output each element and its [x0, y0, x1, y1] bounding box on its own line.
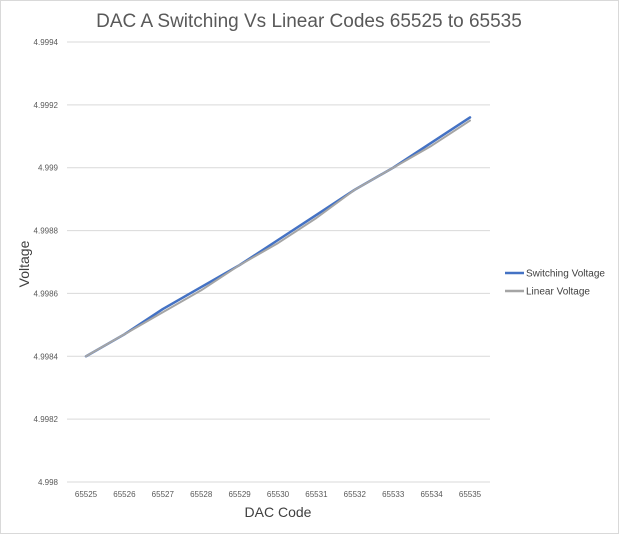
chart-title: DAC A Switching Vs Linear Codes 65525 to… [96, 11, 522, 32]
x-tick-label: 65535 [459, 490, 482, 499]
x-tick-label: 65532 [344, 490, 367, 499]
y-tick-label: 4.9988 [34, 227, 59, 236]
x-tick-label: 65529 [228, 490, 251, 499]
y-tick-label: 4.9994 [34, 38, 59, 47]
x-tick-label: 65531 [305, 490, 328, 499]
x-tick-label: 65534 [420, 490, 443, 499]
x-axis-ticks: 65525 65526 65527 65528 65529 65530 65531 65532… [75, 490, 482, 499]
y-tick-label: 4.9982 [34, 415, 59, 424]
y-tick-label: 4.9992 [34, 101, 59, 110]
x-tick-label: 65533 [382, 490, 405, 499]
y-tick-label: 4.998 [38, 478, 59, 487]
y-tick-label: 4.999 [38, 164, 59, 173]
y-tick-label: 4.9984 [34, 352, 59, 361]
series-line-linear-voltage [85, 119, 471, 358]
series-line-switching-voltage [84, 116, 472, 358]
x-tick-label: 65527 [152, 490, 175, 499]
x-tick-label: 65528 [190, 490, 213, 499]
y-tick-label: 4.9986 [34, 289, 59, 298]
legend: Switching Voltage Linear Voltage [505, 269, 605, 298]
legend-label-linear-voltage: Linear Voltage [526, 287, 590, 298]
y-axis-ticks: 4.998 4.9982 4.9984 4.9986 4.9988 4.999 4.9992… [34, 38, 59, 487]
x-tick-label: 65525 [75, 490, 98, 499]
y-axis-title: Voltage [16, 240, 32, 287]
series-lines [84, 116, 472, 358]
x-axis-title: DAC Code [245, 504, 312, 520]
x-tick-label: 65530 [267, 490, 290, 499]
gridlines [67, 41, 490, 483]
x-tick-label: 65526 [113, 490, 136, 499]
legend-label-switching-voltage: Switching Voltage [526, 269, 605, 280]
